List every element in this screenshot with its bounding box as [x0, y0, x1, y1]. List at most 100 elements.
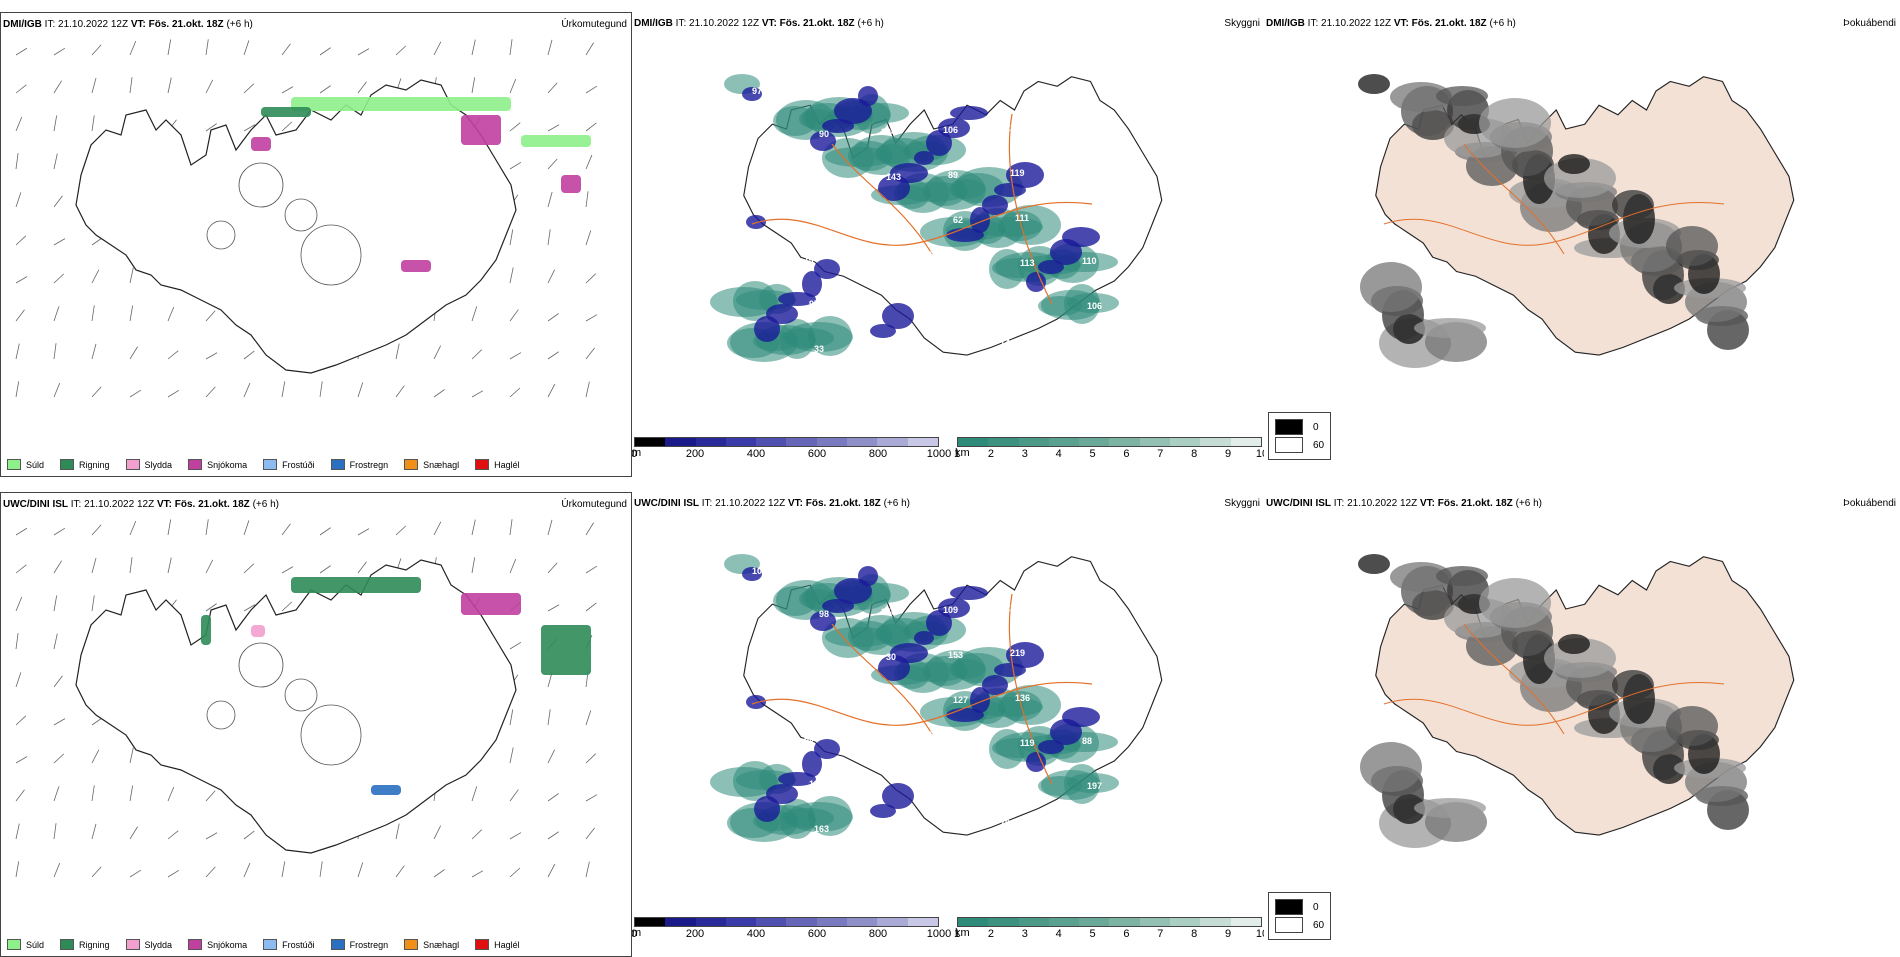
- panel-header: DMI/IGB IT: 21.10.2022 12Z VT: Fös. 21.o…: [3, 19, 253, 30]
- glacier-outline: [206, 700, 236, 730]
- legend-label: Slydda: [144, 459, 173, 470]
- fog-legend-label: 0: [1313, 421, 1319, 433]
- wind-barb: [585, 710, 592, 726]
- precip-area-rigning: [291, 577, 421, 593]
- cloud-base-label: 111: [1015, 213, 1029, 223]
- wind-barb: [205, 790, 216, 802]
- cloud-base-label: 109: [943, 605, 958, 615]
- wind-barb: [395, 385, 405, 398]
- cloud-base-label: 110: [938, 820, 953, 830]
- wind-barb: [129, 557, 133, 574]
- colorbar-step: [1079, 438, 1110, 446]
- legend-swatch: [475, 939, 490, 950]
- visibility-colorbar: 1 2 3 4 5 6 7 8 9 10 km: [954, 917, 1264, 941]
- wind-barb: [167, 77, 172, 94]
- cloud-base-label: 135: [928, 730, 943, 740]
- precip-area-rigning: [201, 615, 211, 645]
- cloud-base-area: [810, 611, 836, 631]
- cloud-base-area: [754, 796, 780, 822]
- colorbar-step: [635, 438, 666, 446]
- wind-barb: [547, 269, 555, 284]
- wind-barb: [281, 121, 293, 132]
- wind-barb: [91, 595, 95, 612]
- colorbar-step: [1230, 438, 1261, 446]
- wind-barb: [547, 749, 555, 764]
- cloud-base-area: [938, 598, 970, 618]
- cloud-base-label: 145: [794, 164, 809, 174]
- wind-barb: [53, 823, 57, 840]
- cloud-base-area: [982, 195, 1008, 215]
- legend-item-haglel: Haglél: [475, 939, 520, 950]
- cloud-base-label: 81: [871, 777, 881, 787]
- fog-legend-swatch: [1275, 899, 1303, 915]
- wind-barb: [129, 520, 137, 536]
- fog-legend-label: 60: [1313, 439, 1325, 451]
- wind-barb: [585, 154, 593, 170]
- fog-index-area: [1666, 226, 1718, 266]
- wind-barb: [471, 39, 476, 56]
- cloud-base-area: [814, 739, 840, 759]
- panel-title: Skyggni: [1224, 18, 1260, 29]
- legend-label: Súld: [26, 459, 45, 470]
- wind-barb: [15, 192, 22, 208]
- wind-barb: [167, 519, 172, 536]
- legend-label: Haglél: [494, 939, 520, 950]
- wind-barb: [281, 601, 293, 612]
- fog-legend-item: 60: [1275, 917, 1324, 933]
- wind-barb: [205, 79, 214, 94]
- fog-index-panel-top: DMI/IGB IT: 21.10.2022 12Z VT: Fös. 21.o…: [1264, 12, 1900, 477]
- wind-barb: [471, 519, 476, 536]
- legend-swatch: [330, 939, 345, 950]
- wind-barb: [15, 116, 23, 132]
- wind-barb: [15, 84, 27, 94]
- cloud-base-area: [926, 130, 952, 156]
- colorbar-tick: 0: [632, 928, 638, 940]
- colorbar-step: [877, 918, 908, 926]
- wind-barb: [509, 352, 522, 360]
- legend-item-rigning: Rigning: [60, 459, 110, 470]
- wind-barb: [129, 826, 138, 840]
- wind-barb: [281, 861, 286, 878]
- wind-barb: [15, 47, 28, 56]
- cloud-base-label: 250: [881, 607, 896, 617]
- cloud-base-area: [1062, 227, 1100, 247]
- wind-barb: [547, 191, 553, 208]
- wind-barb: [547, 158, 558, 170]
- wind-barb: [91, 386, 102, 398]
- precip-area-snjokoma: [461, 115, 501, 145]
- legend-item-frostudi: Frostúði: [263, 939, 315, 950]
- legend-label: Snæhagl: [423, 939, 460, 950]
- cloud-base-label: 106: [752, 566, 767, 576]
- cloud-base-label: 98: [799, 689, 809, 699]
- iceland-fog-map: [1358, 74, 1795, 368]
- wind-barb: [53, 115, 58, 132]
- glacier-outline: [238, 642, 284, 688]
- precip-legend: Súld Rigning Slydda Snjókoma Frostúði Frostre…: [7, 459, 520, 470]
- cloud-base-area: [858, 86, 878, 106]
- wind-barb: [547, 39, 553, 56]
- wind-barb: [243, 563, 255, 574]
- cloud-base-label: 30: [886, 652, 896, 662]
- wind-barb: [509, 789, 519, 802]
- wind-barb: [509, 122, 521, 132]
- cloud-base-label: 130: [876, 342, 891, 352]
- cloud-base-label: 106: [1087, 301, 1102, 311]
- cloud-base-label: 126: [1005, 123, 1020, 133]
- legend-item-sulda: Súld: [7, 459, 44, 470]
- iceland-precip-map: [15, 39, 598, 398]
- cloud-base-label: 70: [1000, 818, 1010, 828]
- cloud-base-label: 90: [819, 129, 829, 139]
- wind-barb: [53, 595, 58, 612]
- wind-barb: [129, 40, 137, 56]
- wind-barb: [91, 77, 97, 94]
- fog-legend-label: 0: [1313, 901, 1319, 913]
- cloud-base-area: [1026, 272, 1046, 292]
- wind-barb: [547, 604, 560, 612]
- wind-barb: [319, 381, 323, 398]
- colorbar-tick: 5: [1089, 928, 1096, 940]
- colorbar-step: [756, 438, 787, 446]
- legend-swatch: [263, 939, 278, 950]
- wind-barb: [205, 39, 209, 56]
- panel-title: Úrkomutegund: [561, 499, 627, 510]
- wind-barb: [91, 343, 97, 360]
